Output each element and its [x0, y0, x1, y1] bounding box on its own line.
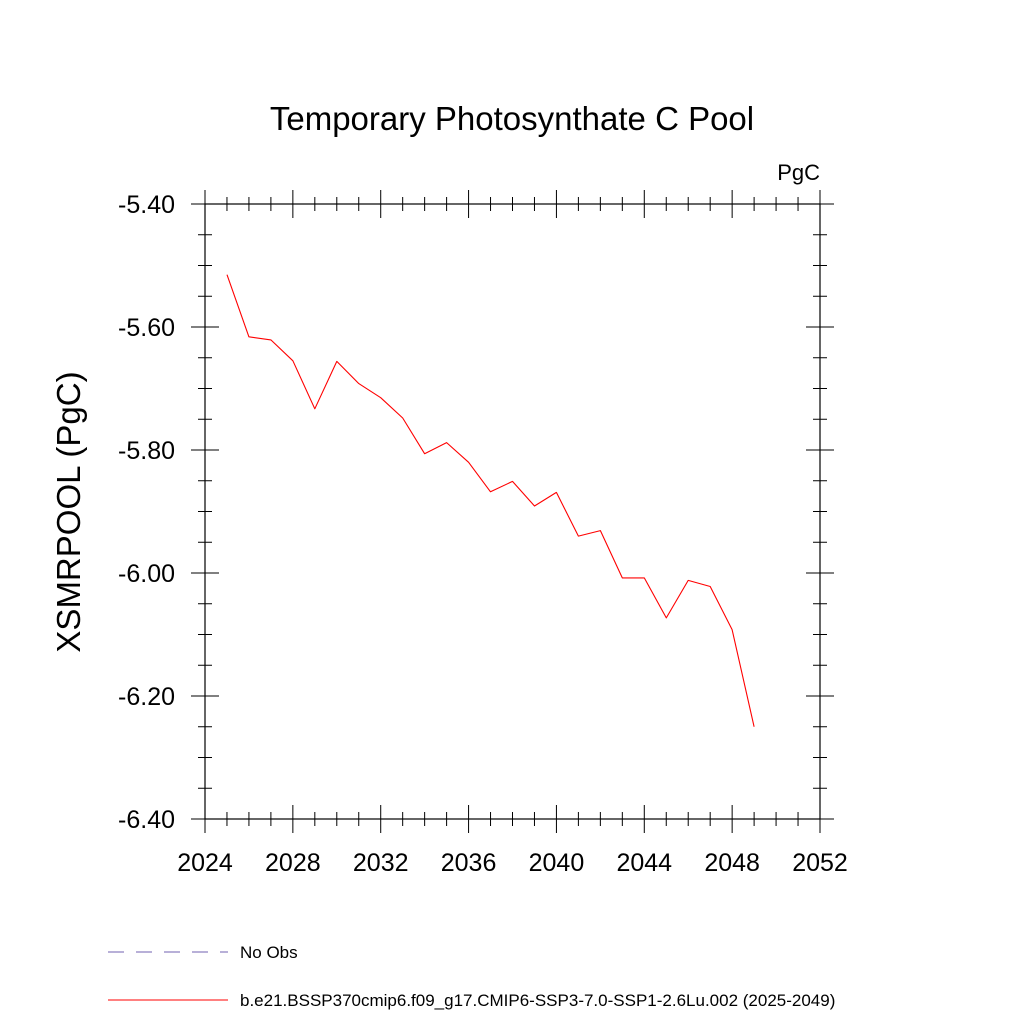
- units-label: PgC: [777, 160, 820, 185]
- chart-title: Temporary Photosynthate C Pool: [270, 100, 754, 137]
- y-tick-label: -6.00: [118, 560, 175, 588]
- y-tick-label: -5.60: [118, 314, 175, 342]
- x-tick-label: 2052: [792, 849, 848, 877]
- series-layer: [226, 274, 755, 727]
- legend-label: No Obs: [240, 943, 298, 962]
- y-tick-label: -6.20: [118, 683, 175, 711]
- x-tick-label: 2028: [265, 849, 321, 877]
- y-tick-labels: -5.40 -5.60 -5.80 -6.00 -6.20 -6.40: [118, 191, 175, 834]
- x-tick-label: 2040: [529, 849, 585, 877]
- x-tick-label: 2024: [177, 849, 233, 877]
- axis-ticks: [191, 190, 834, 833]
- x-tick-label: 2048: [704, 849, 760, 877]
- plot-frame: [204, 203, 821, 820]
- y-axis-label: XSMRPOOL (PgC): [50, 371, 87, 652]
- x-tick-label: 2044: [616, 849, 672, 877]
- y-tick-label: -6.40: [118, 806, 175, 834]
- legend-label: b.e21.BSSP370cmip6.f09_g17.CMIP6-SSP3-7.…: [240, 991, 835, 1010]
- x-tick-label: 2032: [353, 849, 409, 877]
- x-tick-labels: 2024 2028 2032 2036 2040 2044 2048 2052: [177, 849, 848, 877]
- x-tick-label: 2036: [441, 849, 497, 877]
- y-tick-label: -5.80: [118, 437, 175, 465]
- legend: No Obs b.e21.BSSP370cmip6.f09_g17.CMIP6-S…: [108, 943, 835, 1010]
- series-line: [226, 274, 755, 727]
- y-tick-label: -5.40: [118, 191, 175, 219]
